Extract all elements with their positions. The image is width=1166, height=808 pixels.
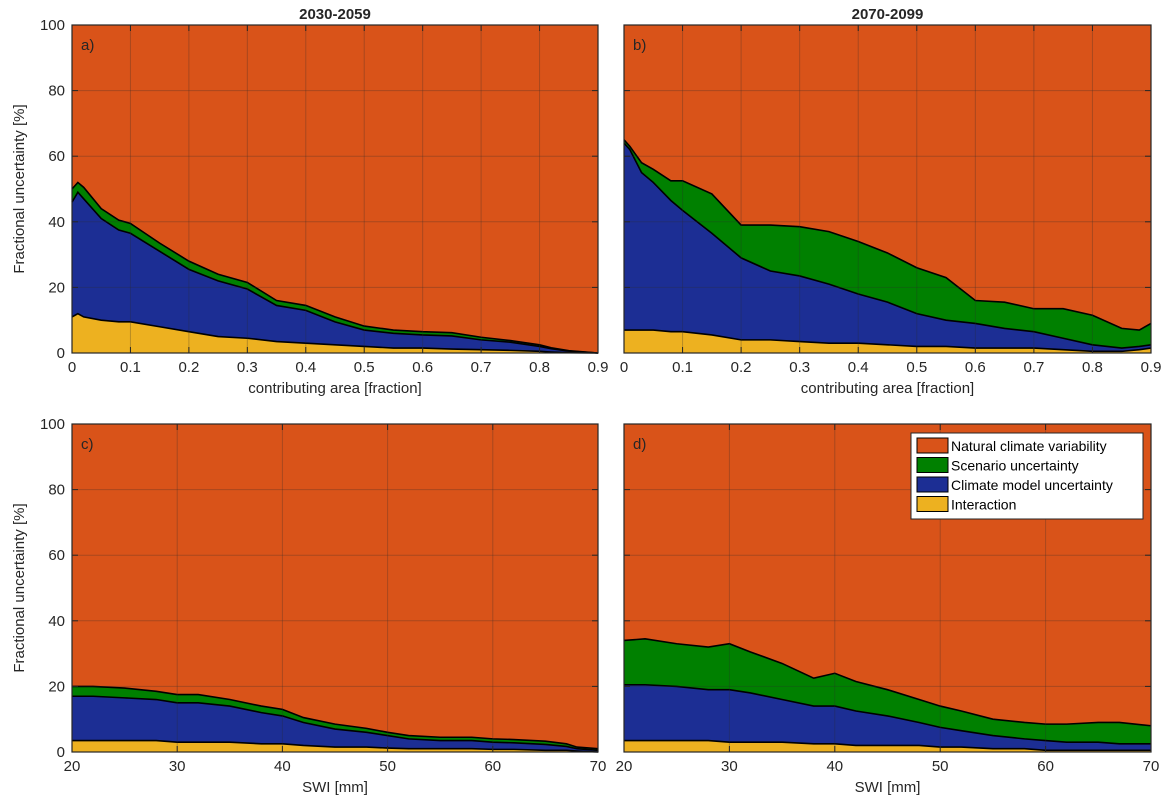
area-scenario-uncertainty bbox=[72, 686, 598, 751]
panel-letter: b) bbox=[633, 37, 646, 54]
y-tick-label: 100 bbox=[40, 17, 65, 34]
y-tick-label: 80 bbox=[48, 482, 65, 499]
boundary-scenario-uncertainty bbox=[71, 181, 599, 354]
x-tick-label: 40 bbox=[274, 758, 291, 775]
boundary-interaction bbox=[72, 739, 599, 753]
x-tick-label: 0 bbox=[620, 359, 628, 376]
legend-label: Climate model uncertainty bbox=[951, 477, 1113, 493]
area-interaction bbox=[624, 330, 1151, 353]
legend-label: Scenario uncertainty bbox=[951, 458, 1079, 474]
y-tick-label: 20 bbox=[48, 678, 65, 695]
y-tick-label: 40 bbox=[48, 214, 65, 231]
x-tick-label: 0.2 bbox=[731, 359, 752, 376]
legend-box bbox=[910, 432, 1144, 520]
boundary-climate-model-uncertainty bbox=[624, 683, 1151, 745]
panel-letter: a) bbox=[81, 37, 94, 54]
y-axis-label: Fractional uncertainty [%] bbox=[11, 104, 28, 273]
x-tick-label: 0.8 bbox=[1082, 359, 1103, 376]
panel-2: 0 0.1 0.2 0.3 0.4 0.5 0.6 0.7 0.8 0.9 b) 2070-2099 c… bbox=[620, 6, 1162, 397]
panel-letter: c) bbox=[81, 436, 94, 453]
boundary-interaction bbox=[624, 329, 1152, 353]
area-natural-climate-variability bbox=[72, 424, 598, 749]
y-tick-label: 100 bbox=[40, 416, 65, 433]
x-tick-label: 0.6 bbox=[412, 359, 433, 376]
area-interaction bbox=[72, 313, 598, 353]
panel-title: 2030-2059 bbox=[299, 6, 371, 23]
x-tick-label: 50 bbox=[379, 758, 396, 775]
x-tick-label: 60 bbox=[484, 758, 501, 775]
x-tick-label: 0 bbox=[68, 359, 76, 376]
boundary-interaction bbox=[71, 312, 599, 354]
y-tick-label: 60 bbox=[48, 148, 65, 165]
area-natural-climate-variability bbox=[72, 25, 598, 353]
boundary-scenario-uncertainty bbox=[72, 685, 599, 750]
x-tick-label: 30 bbox=[169, 758, 186, 775]
axes-frame bbox=[623, 24, 1152, 354]
x-tick-label: 40 bbox=[826, 758, 843, 775]
area-natural-climate-variability bbox=[624, 25, 1151, 331]
x-tick-label: 0.9 bbox=[588, 359, 609, 376]
boundary-interaction bbox=[624, 739, 1151, 752]
x-tick-label: 0.3 bbox=[237, 359, 258, 376]
x-tick-label: 30 bbox=[721, 758, 738, 775]
area-climate-model-uncertainty bbox=[72, 696, 598, 752]
y-tick-label: 0 bbox=[57, 744, 65, 761]
x-axis-label: SWI [mm] bbox=[855, 779, 921, 796]
x-tick-label: 60 bbox=[1037, 758, 1054, 775]
x-tick-label: 0.5 bbox=[354, 359, 375, 376]
x-tick-label: 0.8 bbox=[529, 359, 550, 376]
axes-frame bbox=[623, 423, 1152, 753]
x-axis-label: contributing area [fraction] bbox=[801, 380, 974, 397]
x-tick-label: 50 bbox=[932, 758, 949, 775]
boundary-climate-model-uncertainty bbox=[71, 190, 599, 354]
panel-title: 2070-2099 bbox=[852, 6, 924, 23]
area-climate-model-uncertainty bbox=[624, 143, 1151, 352]
y-tick-label: 80 bbox=[48, 83, 65, 100]
x-tick-label: 70 bbox=[590, 758, 607, 775]
x-tick-label: 0.7 bbox=[1023, 359, 1044, 376]
axes-frame bbox=[71, 24, 599, 354]
legend-swatch bbox=[916, 457, 949, 473]
boundary-climate-model-uncertainty bbox=[72, 695, 599, 752]
x-axis-label: contributing area [fraction] bbox=[248, 380, 421, 397]
x-tick-label: 0.7 bbox=[471, 359, 492, 376]
panel-1: 0 0.1 0.2 0.3 0.4 0.5 0.6 0.7 0.8 0.9 0 20 40 60 80 100… bbox=[11, 6, 608, 397]
y-axis-label: Fractional uncertainty [%] bbox=[11, 503, 28, 672]
x-tick-label: 0.5 bbox=[906, 359, 927, 376]
x-tick-label: 0.4 bbox=[848, 359, 869, 376]
x-tick-label: 0.4 bbox=[295, 359, 316, 376]
legend-swatch bbox=[916, 496, 949, 512]
legend-label: Interaction bbox=[951, 497, 1016, 513]
x-tick-label: 70 bbox=[1143, 758, 1160, 775]
x-axis-label: SWI [mm] bbox=[302, 779, 368, 796]
y-tick-label: 60 bbox=[48, 547, 65, 564]
boundary-climate-model-uncertainty bbox=[623, 142, 1152, 349]
area-climate-model-uncertainty bbox=[72, 192, 598, 353]
axes-frame bbox=[71, 423, 599, 753]
x-tick-label: 0.6 bbox=[965, 359, 986, 376]
boundary-scenario-uncertainty bbox=[623, 638, 1152, 727]
legend-swatch bbox=[916, 476, 949, 493]
legend: Natural climate variability Scenario unce… bbox=[910, 432, 1144, 520]
x-tick-label: 0.1 bbox=[120, 359, 141, 376]
x-tick-label: 20 bbox=[64, 758, 81, 775]
area-climate-model-uncertainty bbox=[624, 684, 1151, 751]
x-tick-label: 0.9 bbox=[1141, 359, 1162, 376]
y-tick-label: 0 bbox=[57, 345, 65, 362]
x-tick-label: 0.2 bbox=[178, 359, 199, 376]
area-scenario-uncertainty bbox=[72, 182, 598, 353]
legend-label: Natural climate variability bbox=[951, 438, 1107, 454]
panel-letter: d) bbox=[633, 436, 646, 453]
area-scenario-uncertainty bbox=[624, 139, 1151, 349]
y-tick-label: 20 bbox=[48, 279, 65, 296]
x-tick-label: 0.1 bbox=[672, 359, 693, 376]
y-tick-label: 40 bbox=[48, 613, 65, 630]
area-scenario-uncertainty bbox=[624, 638, 1151, 744]
legend-swatch bbox=[916, 437, 949, 454]
x-tick-label: 0.3 bbox=[789, 359, 810, 376]
boundary-scenario-uncertainty bbox=[623, 139, 1152, 331]
x-tick-label: 20 bbox=[616, 758, 633, 775]
